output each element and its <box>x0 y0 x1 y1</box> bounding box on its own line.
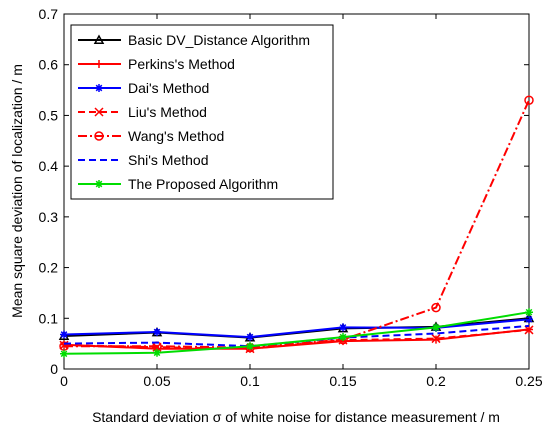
y-tick-label: 0 <box>50 361 58 377</box>
legend-label: Shi's Method <box>128 152 209 168</box>
legend-entry: Liu's Method <box>78 104 207 120</box>
star-marker <box>525 315 533 324</box>
legend-entry: Shi's Method <box>78 152 209 168</box>
series-layer <box>58 95 535 358</box>
y-tick-label: 0.4 <box>39 158 59 174</box>
x-tick-label: 0.2 <box>426 373 446 389</box>
x-tick-label: 0.15 <box>329 373 356 389</box>
star-marker <box>153 348 161 357</box>
y-tick-label: 0.2 <box>39 260 59 276</box>
series-3 <box>60 315 533 342</box>
legend-label: The Proposed Algorithm <box>128 176 278 192</box>
y-tick-label: 0.3 <box>39 209 59 225</box>
series-line <box>63 311 530 355</box>
legend-entry: The Proposed Algorithm <box>78 176 278 192</box>
legend-label: Perkins's Method <box>128 56 235 72</box>
legend-entry: Basic DV_Distance Algorithm <box>78 32 310 48</box>
y-axis-label: Mean square deviation of localization / … <box>9 64 25 318</box>
tick-layer: 0 0.05 0.1 0.15 0.2 0.25 0 0.1 0.2 0.3 0.4 0.5 0.6 0.… <box>39 6 543 389</box>
star-marker <box>525 308 533 317</box>
legend-entry: Perkins's Method <box>78 56 235 72</box>
circle-marker <box>524 95 534 105</box>
x-marker <box>524 325 534 335</box>
series-line <box>64 99 530 349</box>
x-marker <box>431 334 441 344</box>
x-marker <box>94 107 104 117</box>
triangle-marker <box>93 34 105 44</box>
x-axis-label: Standard deviation σ of white noise for … <box>92 409 500 425</box>
star-marker <box>339 333 347 342</box>
legend-label: Wang's Method <box>128 128 224 144</box>
star-marker <box>153 327 161 336</box>
star-marker <box>432 323 440 332</box>
x-tick-label: 0.05 <box>143 373 170 389</box>
legend-entry: Wang's Method <box>78 128 224 144</box>
series-line <box>63 318 530 339</box>
y-tick-label: 0.5 <box>39 107 59 123</box>
series-7 <box>60 308 533 358</box>
star-marker <box>246 342 254 351</box>
star-marker <box>339 323 347 332</box>
y-tick-label: 0.6 <box>39 57 59 73</box>
y-tick-label: 0.7 <box>39 6 59 22</box>
series-line <box>63 328 530 350</box>
legend: Basic DV_Distance Algorithm Perkins's Met… <box>70 24 334 200</box>
legend-label: Liu's Method <box>128 104 207 120</box>
x-tick-label: 0.1 <box>240 373 260 389</box>
star-marker <box>95 180 103 188</box>
circle-marker <box>94 131 104 141</box>
circle-marker <box>431 302 441 313</box>
star-marker <box>60 330 68 339</box>
x-tick-label: 0.25 <box>515 373 542 389</box>
star-marker <box>60 349 68 358</box>
legend-label: Dai's Method <box>128 80 209 96</box>
legend-label: Basic DV_Distance Algorithm <box>128 32 310 48</box>
legend-entry: Dai's Method <box>78 80 209 96</box>
star-marker <box>246 333 254 342</box>
star-marker <box>95 84 103 92</box>
plus-marker <box>95 60 103 68</box>
y-tick-label: 0.1 <box>39 310 59 326</box>
x-tick-label: 0 <box>60 373 68 389</box>
